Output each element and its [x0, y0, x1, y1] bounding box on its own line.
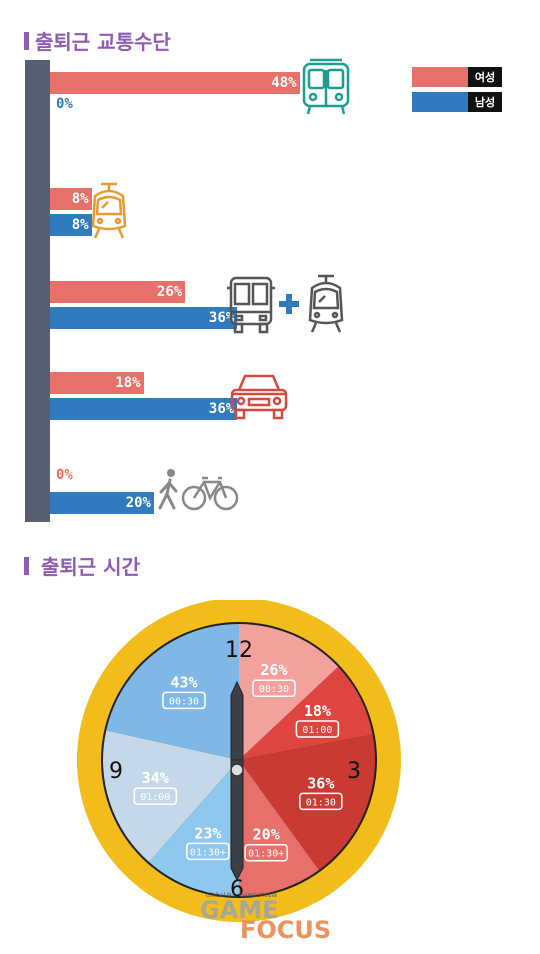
time-badge-label: 01:00 — [302, 725, 332, 736]
bar-value-label: 20% — [125, 495, 151, 511]
legend: 여성 남성 — [412, 67, 502, 117]
female-bar: 8% — [50, 188, 92, 210]
bus-icon — [227, 276, 275, 334]
time-title-text: 출퇴근 시간 — [41, 555, 140, 579]
time-badge — [133, 787, 178, 805]
legend-swatch-male — [412, 92, 468, 112]
pie-slice — [149, 760, 239, 896]
time-badge — [295, 720, 340, 738]
male-bar: 36% — [50, 398, 238, 420]
pie-slice — [239, 760, 319, 896]
time-badge-label: 00:30 — [259, 684, 289, 695]
clock-pie-chart: 26% 00:30 18% 01:00 36% 01:30 20% 01:30+ 23% 01:3… — [77, 600, 401, 944]
clock-number-9: 9 — [109, 759, 123, 784]
time-badge — [244, 843, 288, 862]
time-badge — [162, 691, 206, 710]
pie-slice-percent: 20% — [253, 826, 280, 844]
time-badge-label: 01:30+ — [190, 847, 226, 858]
commute-title: 출퇴근 교통수단 — [24, 26, 171, 55]
game-focus-logo: Global N... Game Media GAME FOCUS — [200, 892, 331, 944]
bar-value-label: 36% — [208, 310, 235, 326]
legend-item-female: 여성 — [412, 67, 502, 87]
bar-value-label: 26% — [156, 284, 183, 300]
male-bar: 8% — [50, 214, 92, 236]
plus-icon — [279, 294, 299, 314]
bar-chart-axis — [25, 60, 50, 522]
pie-slice — [103, 730, 240, 863]
pie-slice-percent: 18% — [304, 702, 331, 720]
bar-zero-label: 0% — [56, 96, 73, 112]
pie-slice — [239, 734, 375, 871]
female-bar: 18% — [50, 372, 144, 394]
pie-slice — [239, 624, 339, 760]
car-icon — [230, 374, 288, 420]
logo-line1: GAME — [200, 896, 279, 924]
pie-slice — [239, 666, 373, 760]
female-bar: 48% — [50, 72, 300, 94]
bar-zero-label: 0% — [56, 467, 73, 483]
pie-slice-percent: 43% — [170, 673, 197, 691]
time-title: 출퇴근 시간 — [24, 551, 140, 580]
bar-value-label: 18% — [115, 375, 141, 391]
pie-slice-percent: 34% — [142, 769, 169, 787]
subway-icon — [302, 58, 350, 115]
tram-icon-2 — [308, 274, 344, 333]
male-bar: 36% — [50, 307, 238, 329]
clock-number-12: 12 — [225, 638, 253, 663]
pie-slice-percent: 23% — [194, 824, 221, 842]
title-marker — [24, 31, 29, 50]
legend-swatch-female — [412, 67, 468, 87]
time-badge — [299, 792, 343, 811]
male-bar: 20% — [50, 492, 154, 514]
female-bar: 26% — [50, 281, 186, 303]
logo-small-text: Global N... Game Media — [206, 892, 277, 899]
tram-icon — [91, 182, 127, 239]
bar-value-label: 8% — [71, 217, 89, 233]
legend-label-female: 여성 — [468, 67, 502, 87]
pie-slice-percent: 26% — [260, 661, 287, 679]
time-badge-label: 01:30 — [306, 797, 336, 808]
time-badge-label: 01:00 — [140, 792, 170, 803]
bar-value-label: 48% — [271, 75, 297, 91]
bar-value-label: 36% — [208, 401, 235, 417]
clock-number-3: 3 — [347, 759, 361, 784]
commute-title-text: 출퇴근 교통수단 — [35, 30, 171, 54]
logo-line2: FOCUS — [240, 916, 331, 944]
pie-slice-percent: 36% — [307, 774, 334, 792]
title-marker-2 — [24, 556, 29, 575]
walk-bicycle-icon — [158, 469, 239, 511]
time-badge-label: 00:30 — [169, 696, 199, 707]
bar-value-label: 8% — [71, 191, 89, 207]
time-badge — [252, 679, 296, 697]
clock-number-6: 6 — [230, 877, 244, 902]
time-badge-label: 01:30+ — [248, 849, 284, 860]
clock-hands — [230, 680, 244, 882]
time-badge — [186, 842, 230, 861]
legend-label-male: 남성 — [468, 92, 502, 112]
legend-item-male: 남성 — [412, 92, 502, 112]
